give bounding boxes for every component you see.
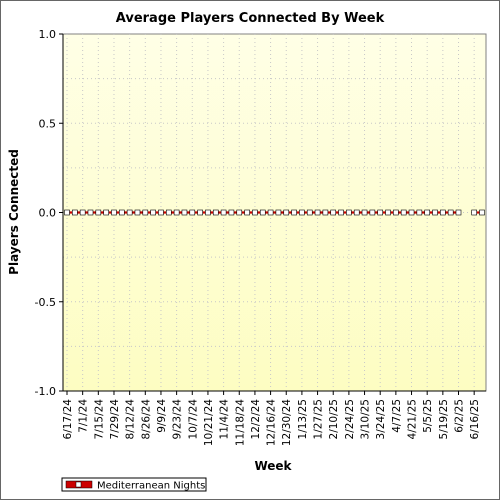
data-point — [400, 209, 407, 216]
y-axis-title: Players Connected — [7, 149, 21, 275]
data-point — [385, 209, 391, 216]
data-point — [181, 209, 188, 216]
data-point — [189, 209, 196, 216]
data-point — [479, 209, 485, 216]
data-point — [408, 209, 415, 216]
x-tick-label: 3/10/25 — [360, 399, 372, 439]
y-tick-label: -0.5 — [35, 296, 56, 309]
x-tick-label: 7/1/24 — [78, 399, 90, 433]
data-point — [393, 209, 399, 216]
data-point — [205, 209, 211, 216]
x-tick-label: 6/2/25 — [454, 399, 466, 433]
data-point — [275, 209, 282, 216]
data-point — [173, 209, 180, 216]
x-tick-label: 11/4/24 — [219, 399, 231, 440]
data-point — [158, 209, 164, 216]
data-point — [471, 209, 477, 216]
data-point — [267, 209, 274, 216]
x-tick-label: 1/13/25 — [297, 399, 309, 439]
x-tick-label: 5/5/25 — [422, 399, 434, 433]
data-point — [150, 209, 156, 216]
y-tick-labels: 1.0 0.5 0.0 -0.5 -1.0 — [35, 28, 56, 398]
data-point — [259, 209, 266, 216]
data-point — [330, 209, 337, 216]
data-point — [228, 209, 235, 216]
axes — [59, 33, 486, 395]
legend: Mediterranean Nights — [61, 477, 207, 492]
data-point — [314, 209, 321, 216]
x-tick-label: 12/30/24 — [281, 399, 293, 446]
data-point — [142, 209, 149, 216]
data-point — [244, 209, 250, 216]
y-tick-label: 0.5 — [39, 117, 57, 130]
x-tick-label: 2/10/25 — [328, 399, 340, 439]
x-tick-label: 6/16/25 — [469, 399, 481, 439]
data-point — [103, 209, 109, 216]
x-tick-label: 9/9/24 — [156, 399, 168, 433]
data-point — [283, 209, 290, 216]
x-axis-title: Week — [254, 459, 292, 473]
x-tick-label: 7/15/24 — [93, 399, 105, 440]
data-point — [72, 209, 78, 216]
data-point — [119, 209, 125, 216]
data-point — [361, 209, 368, 216]
x-tick-label: 8/26/24 — [140, 399, 152, 440]
data-point — [346, 209, 352, 216]
chart-title: Average Players Connected By Week — [116, 11, 385, 26]
x-tick-label: 4/21/25 — [407, 399, 419, 439]
x-tick-label: 1/27/25 — [313, 399, 325, 439]
data-point — [322, 209, 329, 216]
data-point — [111, 209, 117, 216]
data-point — [416, 209, 423, 216]
data-point — [95, 209, 102, 216]
y-tick-label: 1.0 — [39, 28, 57, 41]
legend-label: Mediterranean Nights — [97, 481, 205, 492]
data-point — [353, 209, 360, 216]
data-point — [369, 209, 376, 216]
data-point — [377, 209, 384, 216]
legend-marker — [75, 481, 82, 488]
series-layer — [64, 209, 485, 216]
data-point — [338, 209, 344, 216]
data-point — [291, 209, 297, 216]
data-point — [447, 209, 454, 216]
data-point — [126, 209, 133, 216]
data-point — [440, 209, 446, 216]
data-point — [87, 209, 94, 216]
data-point — [236, 209, 243, 216]
legend-box — [61, 477, 207, 492]
data-point — [220, 209, 227, 216]
data-point — [252, 209, 258, 216]
x-tick-label: 3/24/25 — [375, 399, 387, 439]
x-tick-label: 2/24/25 — [344, 399, 356, 439]
data-point — [299, 209, 305, 216]
data-point — [455, 209, 462, 216]
y-tick-label: -1.0 — [35, 385, 56, 398]
x-tick-labels: 6/17/24 7/1/24 7/15/24 7/29/24 8/12/24 8/26/2… — [62, 399, 481, 446]
data-point — [212, 209, 219, 216]
data-point — [165, 209, 172, 216]
x-tick-label: 12/2/24 — [250, 399, 262, 440]
x-tick-label: 6/17/24 — [62, 399, 74, 440]
data-point — [432, 209, 438, 216]
x-tick-label: 4/7/25 — [391, 399, 403, 433]
x-tick-label: 10/21/24 — [203, 399, 215, 446]
data-point — [306, 209, 313, 216]
x-tick-label: 7/29/24 — [109, 399, 121, 440]
x-tick-label: 8/12/24 — [125, 399, 137, 440]
data-point — [79, 209, 86, 216]
data-point — [64, 209, 70, 216]
x-tick-label: 10/7/24 — [187, 399, 199, 440]
x-tick-label: 9/23/24 — [172, 399, 184, 440]
data-point — [134, 209, 141, 216]
data-point — [197, 209, 203, 216]
y-tick-label: 0.0 — [39, 207, 57, 220]
x-tick-label: 5/19/25 — [438, 399, 450, 439]
x-tick-label: 11/18/24 — [234, 399, 246, 446]
x-tick-label: 12/16/24 — [266, 399, 278, 446]
data-point — [424, 209, 430, 216]
